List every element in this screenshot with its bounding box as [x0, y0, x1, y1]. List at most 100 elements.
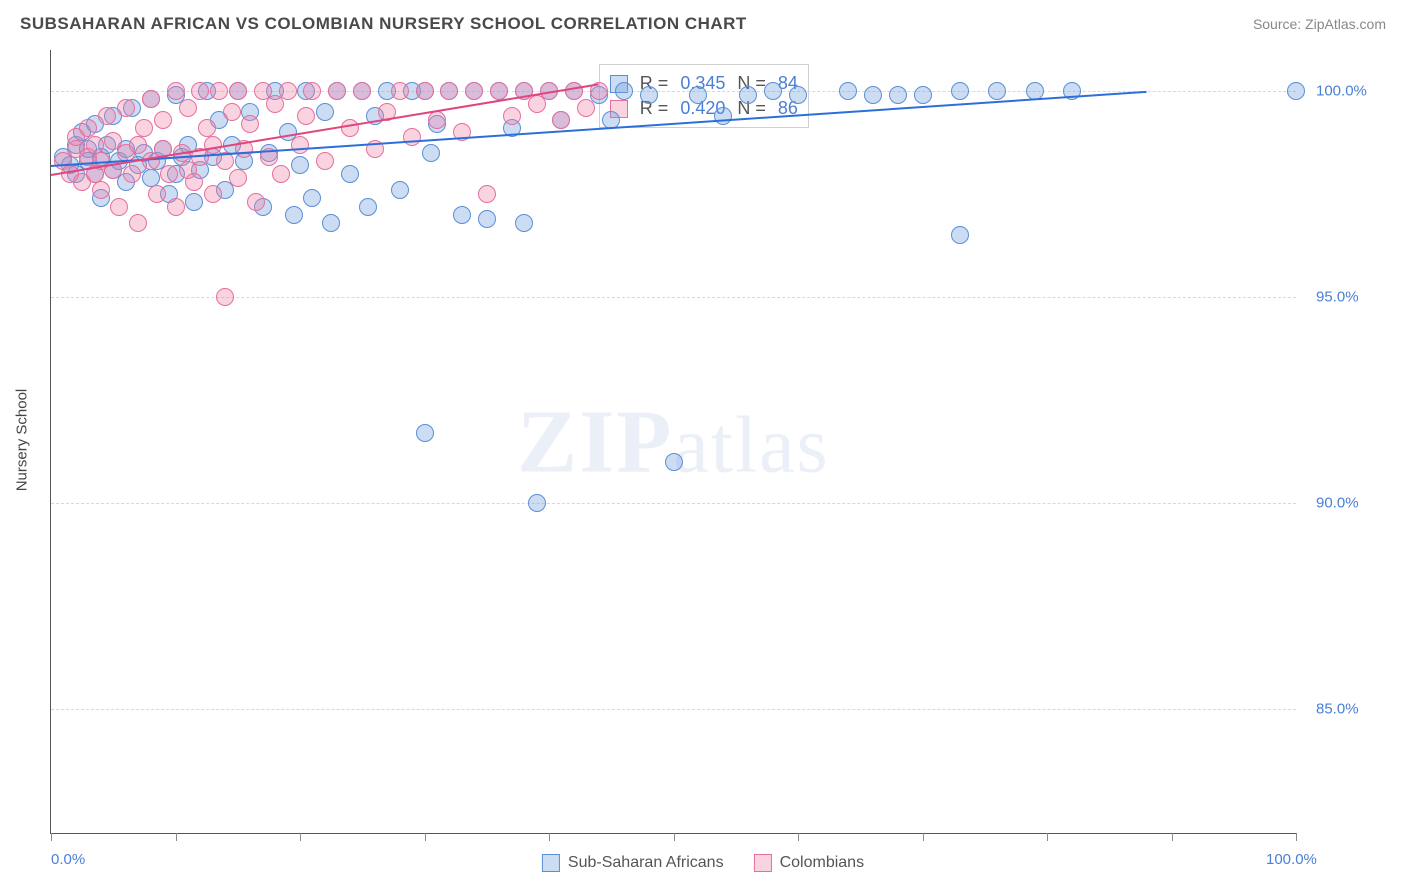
- scatter-point: [615, 82, 633, 100]
- scatter-point: [503, 107, 521, 125]
- scatter-point: [577, 99, 595, 117]
- source-label: Source: ZipAtlas.com: [1253, 16, 1386, 32]
- scatter-point: [191, 82, 209, 100]
- scatter-point: [328, 82, 346, 100]
- x-tick: [1047, 833, 1048, 841]
- scatter-point: [279, 82, 297, 100]
- scatter-point: [565, 82, 583, 100]
- scatter-point: [316, 152, 334, 170]
- x-tick: [674, 833, 675, 841]
- scatter-point: [714, 107, 732, 125]
- x-tick-label: 0.0%: [51, 851, 85, 868]
- scatter-point: [490, 82, 508, 100]
- scatter-point: [129, 214, 147, 232]
- gridline: [51, 503, 1296, 504]
- legend: Sub-Saharan Africans Colombians: [542, 854, 864, 872]
- scatter-point: [229, 169, 247, 187]
- scatter-point: [689, 86, 707, 104]
- scatter-point: [440, 82, 458, 100]
- x-tick: [923, 833, 924, 841]
- scatter-point: [247, 193, 265, 211]
- title-bar: SUBSAHARAN AFRICAN VS COLOMBIAN NURSERY …: [20, 14, 1386, 34]
- scatter-point: [135, 119, 153, 137]
- gridline: [51, 297, 1296, 298]
- scatter-point: [453, 206, 471, 224]
- legend-label: Colombians: [780, 854, 864, 872]
- scatter-point: [110, 198, 128, 216]
- scatter-point: [552, 111, 570, 129]
- x-tick: [425, 833, 426, 841]
- scatter-point: [223, 103, 241, 121]
- scatter-point: [764, 82, 782, 100]
- scatter-point: [142, 169, 160, 187]
- scatter-point: [167, 198, 185, 216]
- legend-swatch: [754, 854, 772, 872]
- chart-title: SUBSAHARAN AFRICAN VS COLOMBIAN NURSERY …: [20, 14, 747, 34]
- scatter-point: [291, 156, 309, 174]
- scatter-point: [864, 86, 882, 104]
- y-tick-label: 85.0%: [1316, 701, 1359, 718]
- scatter-point: [86, 136, 104, 154]
- scatter-point: [951, 226, 969, 244]
- scatter-point: [478, 185, 496, 203]
- x-tick: [300, 833, 301, 841]
- scatter-point: [185, 173, 203, 191]
- scatter-point: [303, 82, 321, 100]
- scatter-point: [465, 82, 483, 100]
- scatter-point: [640, 86, 658, 104]
- scatter-point: [1287, 82, 1305, 100]
- scatter-point: [98, 107, 116, 125]
- scatter-point: [478, 210, 496, 228]
- scatter-point: [297, 107, 315, 125]
- scatter-point: [92, 181, 110, 199]
- scatter-point: [839, 82, 857, 100]
- x-tick: [1172, 833, 1173, 841]
- scatter-point: [79, 119, 97, 137]
- scatter-point: [359, 198, 377, 216]
- x-tick: [549, 833, 550, 841]
- scatter-point: [117, 99, 135, 117]
- legend-item: Colombians: [754, 854, 864, 872]
- scatter-point: [210, 82, 228, 100]
- scatter-point: [148, 185, 166, 203]
- scatter-point: [291, 136, 309, 154]
- y-tick-label: 95.0%: [1316, 289, 1359, 306]
- scatter-point: [416, 82, 434, 100]
- scatter-point: [241, 115, 259, 133]
- legend-label: Sub-Saharan Africans: [568, 854, 724, 872]
- plot-area: ZIPatlas R =0.345N =84R =0.420N =86 85.0…: [50, 50, 1296, 834]
- x-tick: [176, 833, 177, 841]
- scatter-point: [303, 189, 321, 207]
- scatter-point: [204, 185, 222, 203]
- x-tick: [51, 833, 52, 841]
- scatter-point: [179, 99, 197, 117]
- scatter-point: [322, 214, 340, 232]
- scatter-point: [739, 86, 757, 104]
- y-axis-title: Nursery School: [14, 389, 31, 492]
- scatter-point: [341, 119, 359, 137]
- scatter-point: [416, 424, 434, 442]
- x-tick: [798, 833, 799, 841]
- scatter-point: [272, 165, 290, 183]
- scatter-point: [391, 82, 409, 100]
- scatter-point: [129, 136, 147, 154]
- gridline: [51, 709, 1296, 710]
- scatter-point: [428, 111, 446, 129]
- scatter-point: [391, 181, 409, 199]
- scatter-point: [142, 90, 160, 108]
- scatter-point: [160, 165, 178, 183]
- x-tick: [1296, 833, 1297, 841]
- scatter-point: [789, 86, 807, 104]
- y-tick-label: 90.0%: [1316, 495, 1359, 512]
- scatter-point: [528, 494, 546, 512]
- scatter-point: [951, 82, 969, 100]
- scatter-point: [889, 86, 907, 104]
- scatter-point: [665, 453, 683, 471]
- x-tick-label: 100.0%: [1266, 851, 1317, 868]
- scatter-point: [422, 144, 440, 162]
- scatter-point: [123, 165, 141, 183]
- watermark-bold: ZIP: [517, 392, 673, 491]
- scatter-point: [154, 111, 172, 129]
- scatter-point: [341, 165, 359, 183]
- scatter-point: [204, 136, 222, 154]
